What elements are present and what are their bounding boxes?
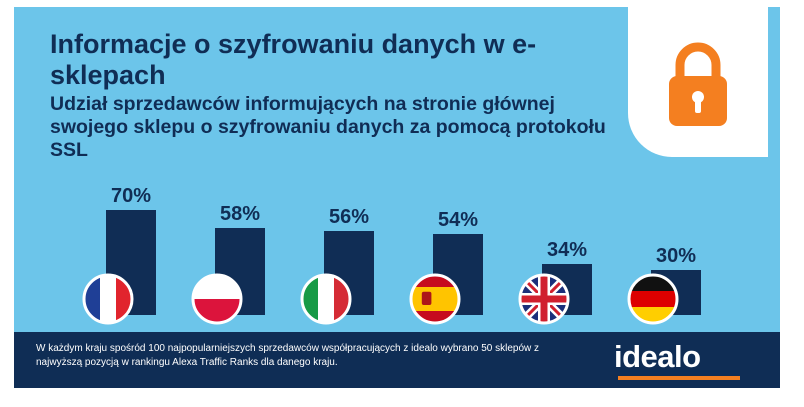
chart-subtitle: Udział sprzedawców informujących na stro…	[50, 93, 606, 161]
bar-chart: 70% 58% 56% 54% 34% 30%	[82, 185, 701, 325]
footnote: W każdym kraju spośród 100 najpopularnie…	[36, 343, 540, 368]
infographic-card: Informacje o szyfrowaniu danych w e-skle…	[14, 7, 780, 388]
data-label-1: 70%	[111, 185, 151, 207]
flag-border-3	[300, 273, 352, 325]
data-label-5: 34%	[547, 239, 587, 261]
data-label-6: 30%	[656, 245, 696, 267]
data-label-3: 56%	[329, 206, 369, 228]
chart-title: Informacje o szyfrowaniu danych w e-skle…	[50, 29, 537, 90]
flag-border-1	[82, 273, 134, 325]
footer: W każdym kraju spośród 100 najpopularnie…	[14, 332, 780, 388]
data-label-4: 54%	[438, 209, 478, 231]
idealo-logo[interactable]: idealo	[614, 339, 701, 374]
lock-icon	[669, 42, 727, 126]
flag-border-5	[518, 273, 570, 325]
flag-border-4	[409, 273, 461, 325]
lock-panel	[628, 7, 768, 157]
flag-border-2	[191, 273, 243, 325]
logo-underline	[618, 376, 740, 380]
flag-border-6	[627, 273, 679, 325]
data-label-2: 58%	[220, 203, 260, 225]
